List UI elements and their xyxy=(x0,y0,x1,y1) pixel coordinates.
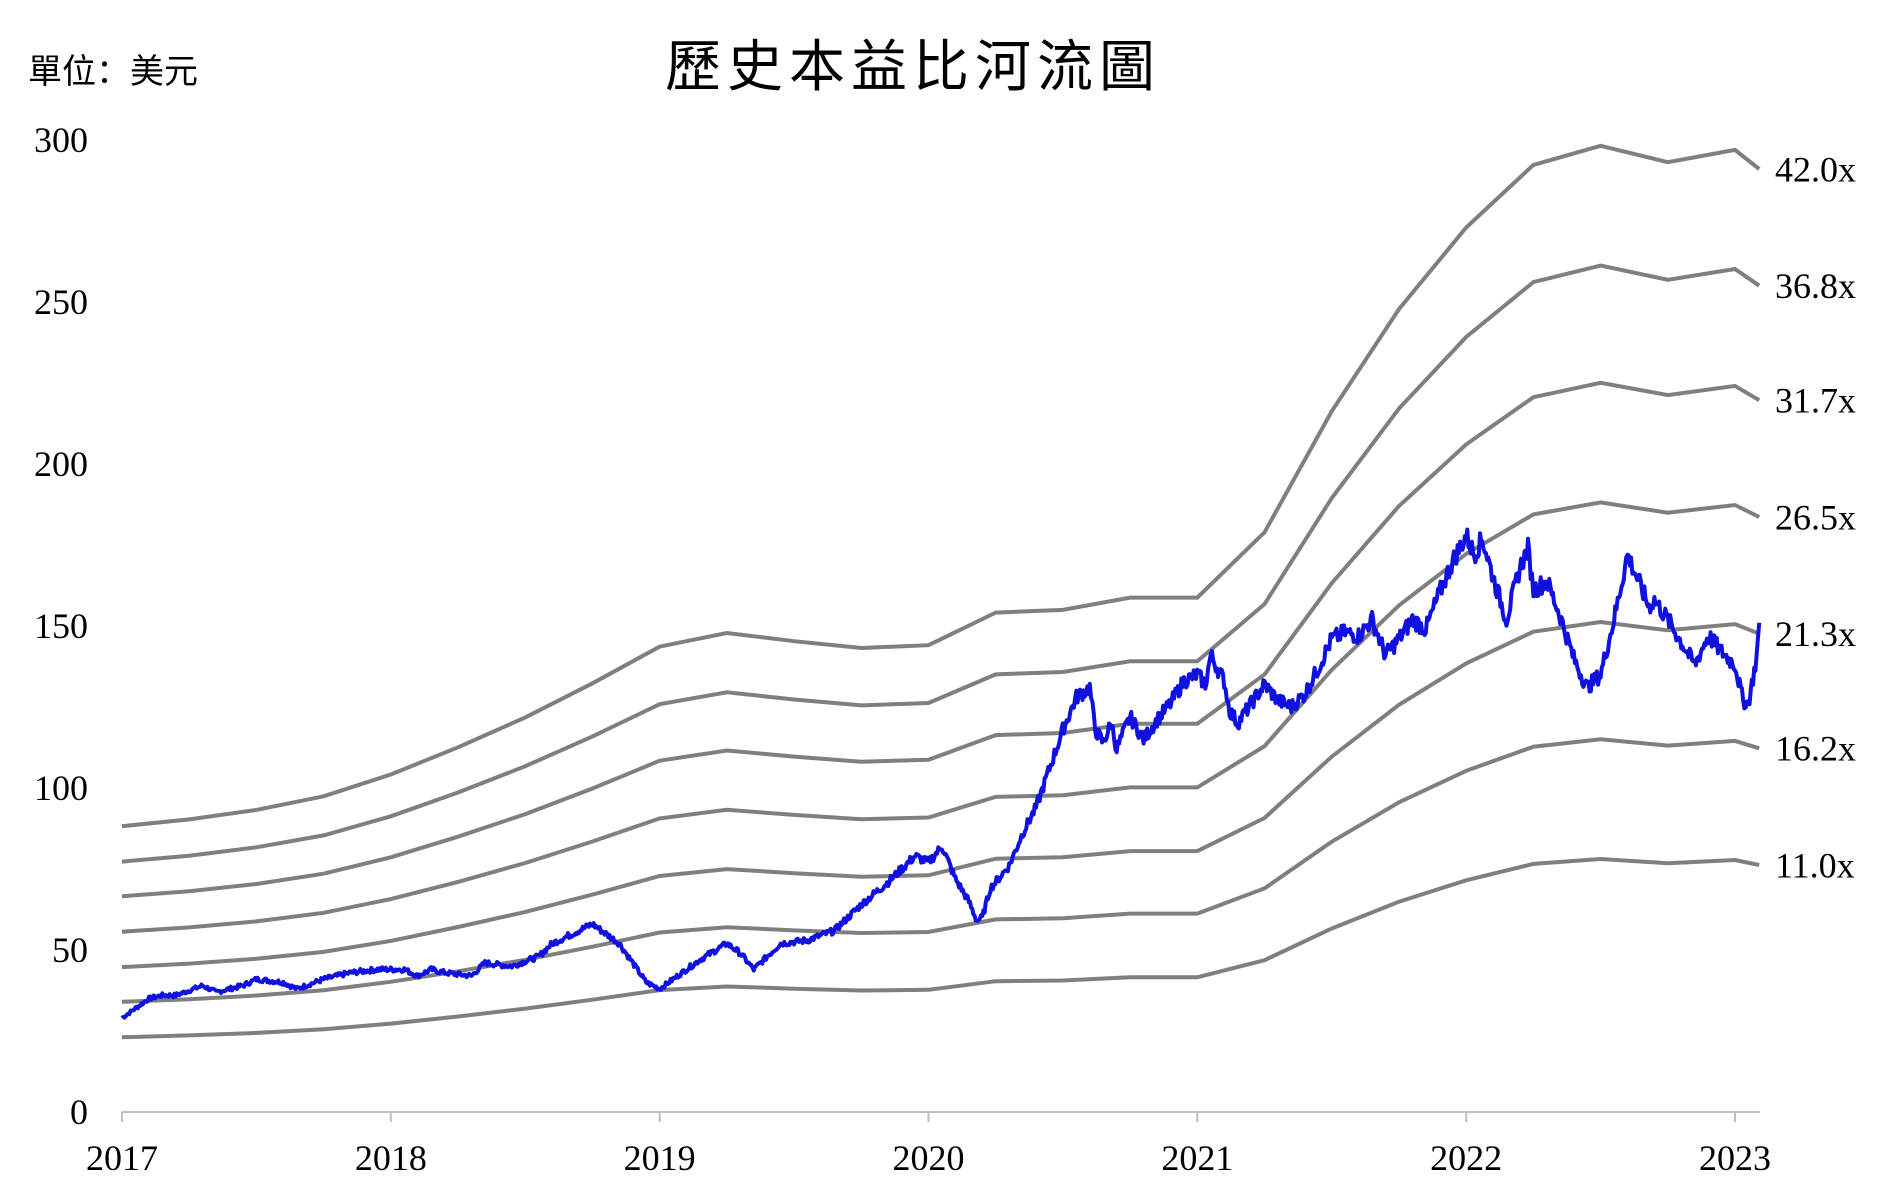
x-tick-label: 2021 xyxy=(1161,1138,1233,1178)
band-label-16.2x: 16.2x xyxy=(1775,729,1856,769)
chart-title-wrap: 歷史本益比河流圖 xyxy=(0,22,1886,103)
band-labels: 42.0x 36.8x 31.7x 26.5x 21.3x 16.2x 11.0x xyxy=(1775,149,1856,885)
x-tick-label: 2017 xyxy=(86,1138,158,1178)
x-tick-label: 2019 xyxy=(624,1138,696,1178)
chart-title: 歷史本益比河流圖 xyxy=(665,35,1161,100)
band-line-21.3x xyxy=(121,619,1760,970)
band-label-31.7x: 31.7x xyxy=(1775,380,1856,420)
y-tick-label: 0 xyxy=(70,1092,88,1132)
y-tick-label: 50 xyxy=(52,930,88,970)
x-tick-label: 2018 xyxy=(355,1138,427,1178)
band-line-16.2x xyxy=(121,737,1760,1004)
band-label-26.5x: 26.5x xyxy=(1775,497,1856,537)
y-tick-label: 300 xyxy=(34,120,88,160)
band-label-36.8x: 36.8x xyxy=(1775,266,1856,306)
x-tick-label: 2023 xyxy=(1699,1138,1771,1178)
price-line xyxy=(120,527,1762,1020)
band-label-11.0x: 11.0x xyxy=(1775,845,1855,885)
x-tick-label: 2022 xyxy=(1430,1138,1502,1178)
band-line-42.0x xyxy=(121,143,1761,829)
band-line-26.5x xyxy=(121,500,1761,934)
y-tick-label: 150 xyxy=(34,606,88,646)
band-line-11.0x xyxy=(121,856,1760,1040)
y-tick-label: 100 xyxy=(34,768,88,808)
band-line-36.8x xyxy=(121,263,1761,864)
y-tick-label: 200 xyxy=(34,444,88,484)
band-lines xyxy=(121,143,1761,1040)
unit-label: 單位：美元 xyxy=(28,52,198,92)
y-tick-label: 250 xyxy=(34,282,88,322)
band-line-31.7x xyxy=(121,380,1761,899)
band-label-21.3x: 21.3x xyxy=(1775,614,1856,654)
axes: 2017 2018 2019 2020 2021 2022 2023 0 50 100 150 200… xyxy=(34,120,1771,1178)
band-label-42.0x: 42.0x xyxy=(1775,149,1856,189)
x-tick-label: 2020 xyxy=(893,1138,965,1178)
price-line-group xyxy=(120,527,1762,1020)
